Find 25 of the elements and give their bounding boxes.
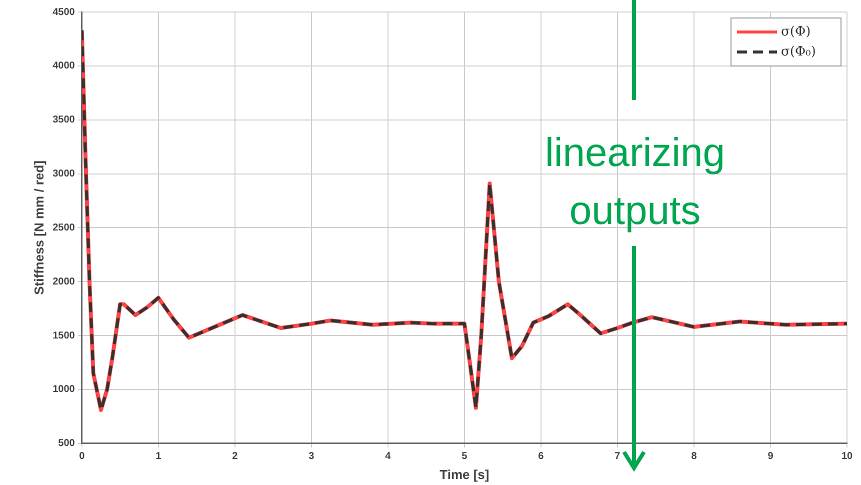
x-tick-label: 4: [385, 451, 392, 462]
y-tick-label: 3000: [52, 168, 76, 180]
x-tick-label: 6: [538, 451, 544, 462]
x-tick-label: 9: [768, 451, 774, 462]
y-tick-label: 4500: [52, 6, 76, 18]
x-tick-label: 3: [308, 451, 315, 462]
y-tick-label: 2000: [52, 276, 76, 288]
x-tick-label: 8: [691, 451, 698, 462]
x-tick-label: 2: [232, 451, 238, 462]
annotation: linearizing outputs: [544, 130, 726, 235]
x-axis-title: Time [s]: [440, 466, 490, 482]
x-tick-label: 1: [156, 451, 162, 462]
y-tick-label: 4000: [52, 60, 76, 72]
legend-label: σ(Φ): [781, 24, 811, 40]
y-axis-title: Stiffness [N mm / red]: [31, 160, 46, 295]
x-tick-label: 5: [462, 451, 468, 462]
x-tick-label: 0: [79, 451, 86, 462]
y-tick-label: 1500: [52, 330, 76, 342]
y-tick-label: 3500: [52, 114, 76, 126]
y-tick-label: 1000: [52, 384, 76, 396]
y-tick-label: 2500: [52, 222, 76, 234]
y-tick-label: 500: [58, 438, 76, 450]
x-tick-label: 10: [841, 451, 853, 462]
legend-label: σ(Φ₀): [781, 44, 816, 60]
x-tick-label: 7: [614, 451, 621, 462]
